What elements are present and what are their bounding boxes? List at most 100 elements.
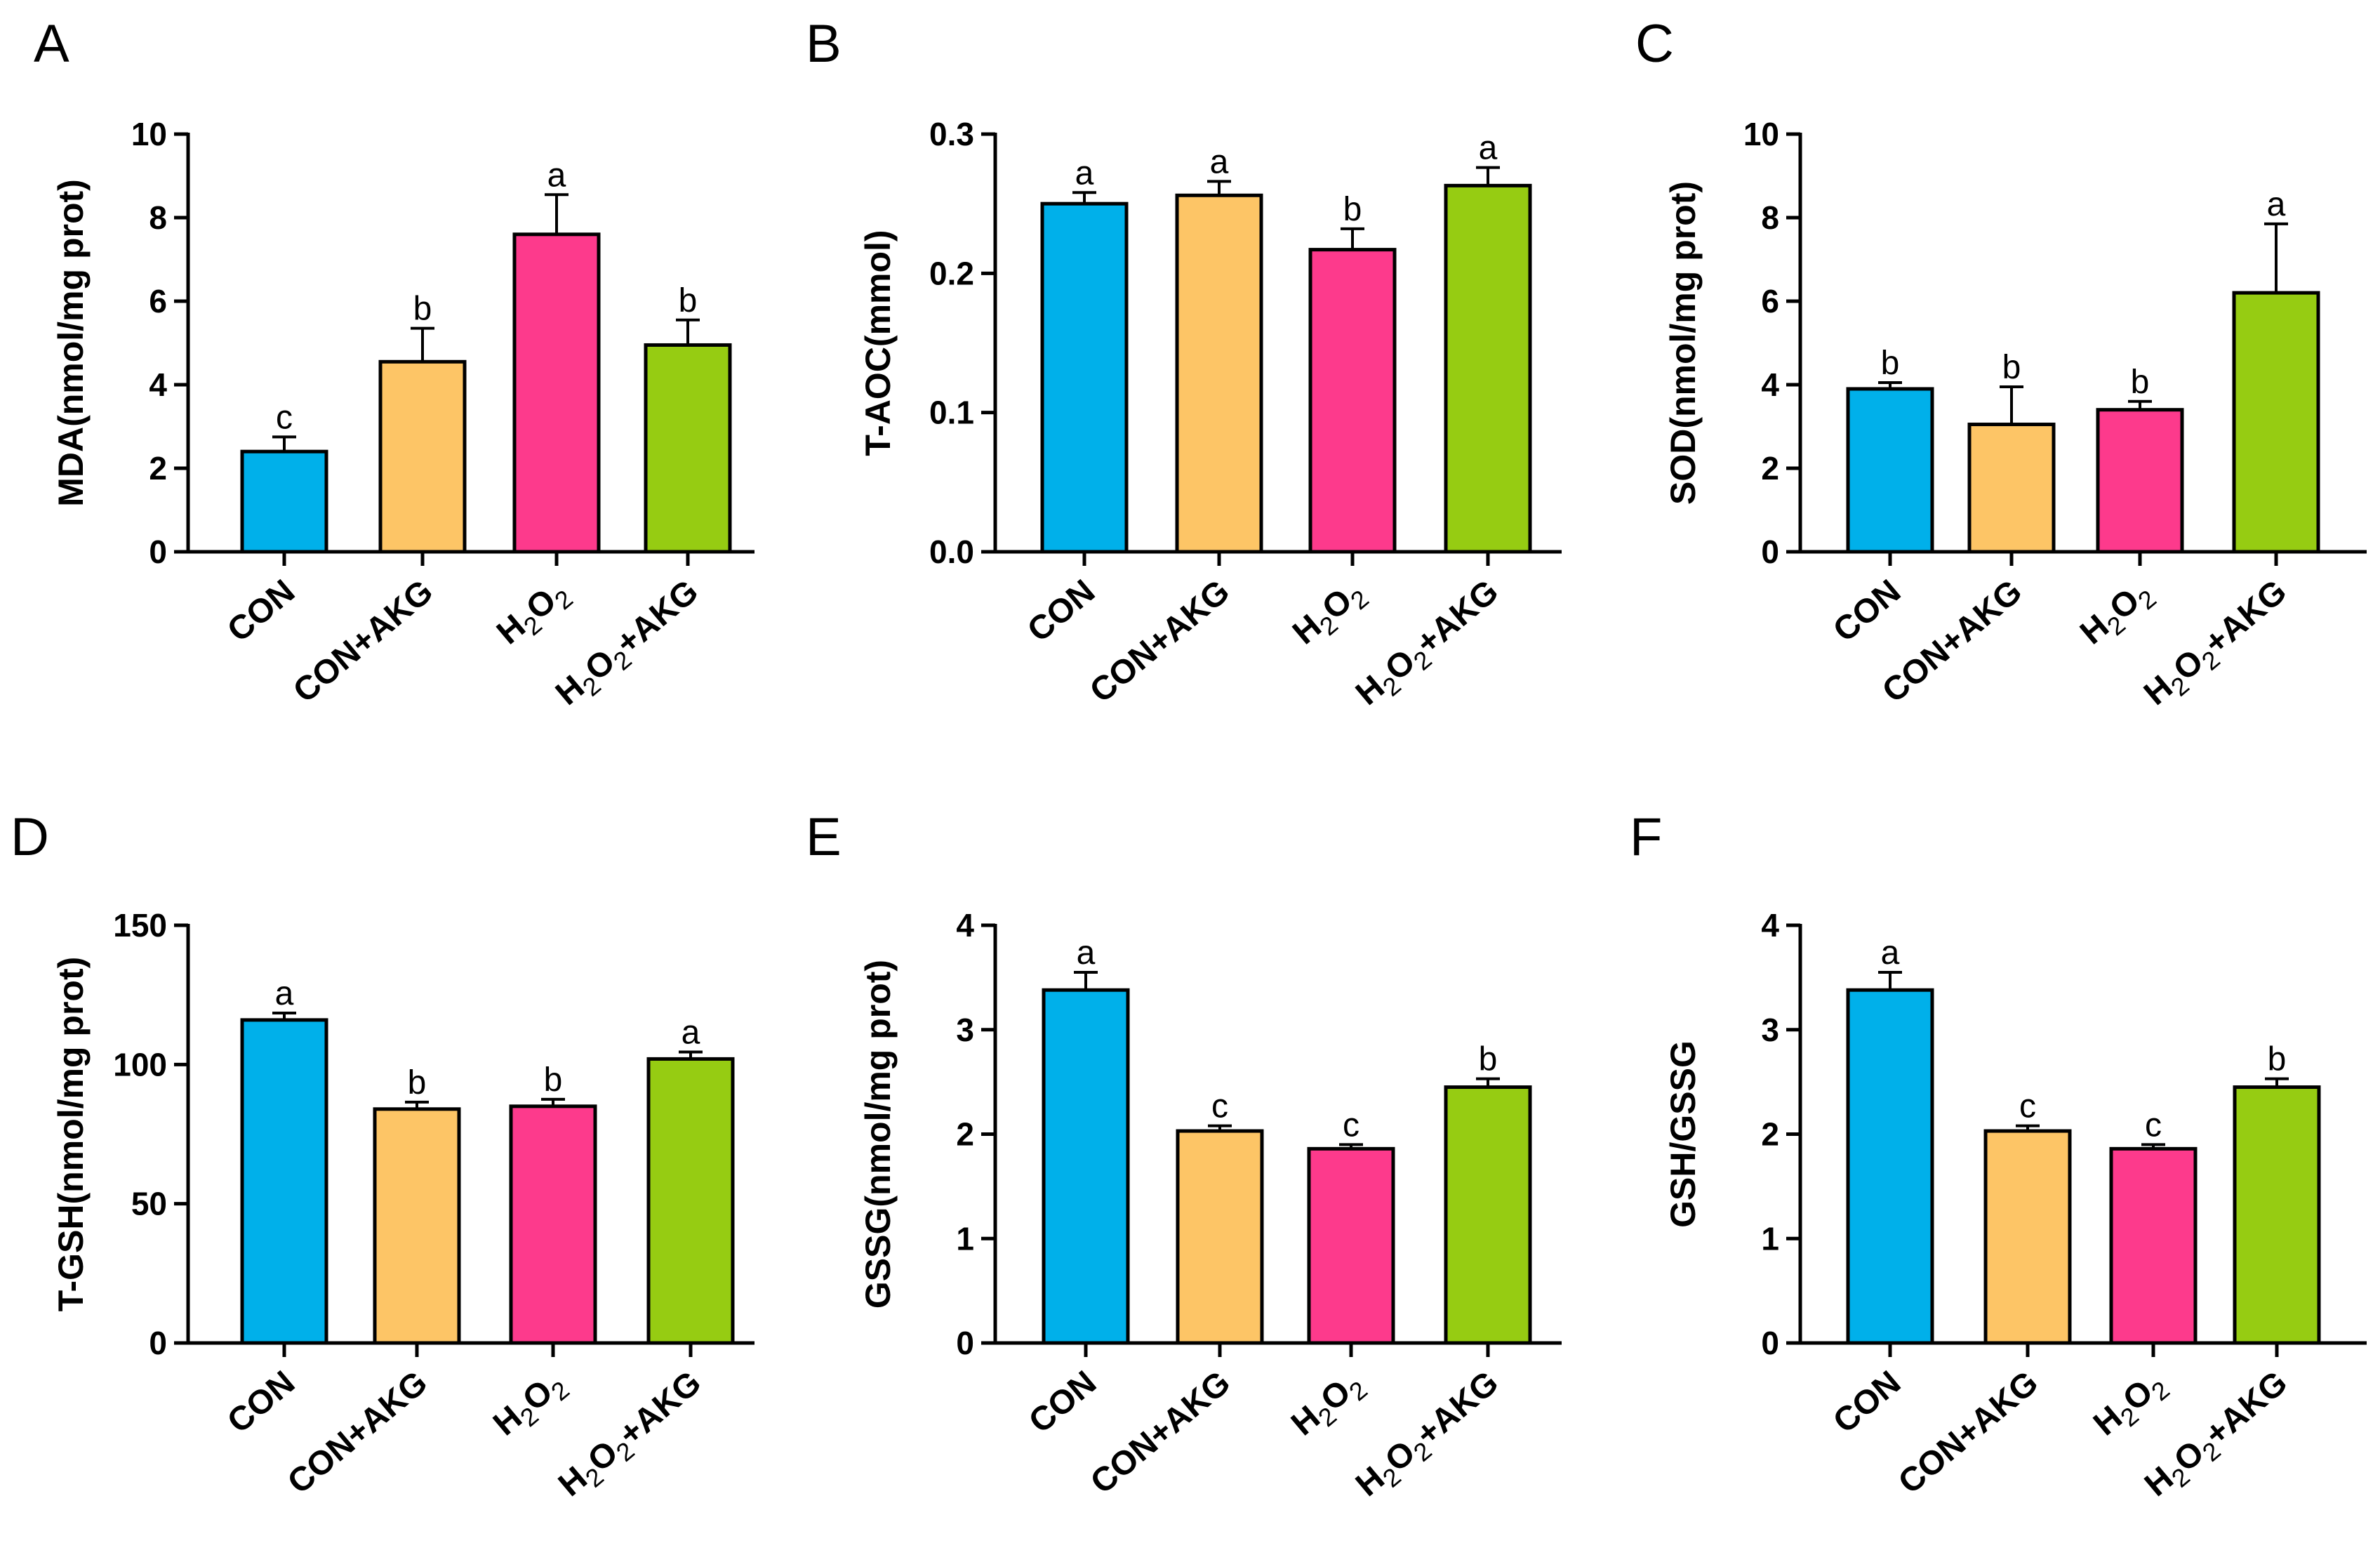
y-axis-title: SOD(nmol/mg prot) [1663,181,1703,505]
significance-label: a [1077,934,1096,972]
panel-letter: D [11,807,49,867]
bar-con-plus-akg [378,359,467,554]
bar-con [240,1018,328,1345]
y-tick-label: 4 [956,907,974,944]
y-tick-label: 6 [1761,283,1779,319]
y-axis-title: GSSG(nmol/mg prot) [858,960,898,1309]
bar-con-plus-akg [1176,1129,1264,1345]
y-tick-label: 50 [131,1186,167,1222]
significance-label: a [1479,130,1498,167]
bar-con [1846,988,1934,1345]
panel-letter: B [806,14,842,74]
significance-label: b [2002,349,2021,386]
significance-label: c [2145,1106,2162,1144]
y-tick-label: 0 [956,1325,974,1361]
significance-label: b [679,282,698,319]
x-tick-label: CON+AKG [1892,1364,2045,1502]
y-tick-label: 10 [131,116,167,152]
bar-h2o2-plus-akg [646,1057,735,1345]
x-tick-label: CON [220,573,302,649]
y-tick-label: 4 [1761,366,1779,403]
significance-label: b [2268,1041,2287,1078]
x-tick-label: H2O2 [1284,1364,1373,1448]
y-tick-label: 0.3 [929,116,974,152]
y-tick-label: 0 [1761,534,1779,570]
x-tick-label: H2O2+AKG [549,573,710,717]
significance-label: a [275,975,294,1012]
bar-h2o2-plus-akg [2233,1085,2321,1345]
significance-label: b [1343,191,1362,228]
x-tick-label: H2O2+AKG [1349,1364,1510,1509]
x-tick-label: H2O2+AKG [2137,573,2298,717]
y-tick-label: 6 [149,283,167,319]
x-tick-label: H2O2 [1286,573,1374,657]
x-tick-label: H2O2 [486,1364,575,1448]
y-tick-label: 0 [149,534,167,570]
bar-con-plus-akg [1967,423,2056,554]
x-tick-label: H2O2 [2073,573,2162,657]
x-tick-label: CON+AKG [1084,1364,1237,1502]
significance-label: b [413,291,432,328]
bar-con-plus-akg [373,1107,461,1345]
significance-label: b [408,1064,427,1101]
y-tick-label: 4 [149,366,167,403]
bar-con-plus-akg [1175,193,1263,554]
significance-label: a [1075,154,1094,192]
y-tick-label: 0 [1761,1325,1779,1361]
bar-con [240,449,328,554]
y-tick-label: 0 [149,1325,167,1361]
significance-label: b [2131,364,2150,401]
significance-label: a [2267,186,2286,223]
y-tick-label: 1 [956,1220,974,1257]
panel-letter: C [1635,14,1674,74]
y-tick-label: 100 [113,1046,167,1083]
x-tick-label: CON [1826,1364,1908,1441]
bar-con [1846,387,1934,554]
bar-h2o2-plus-akg [1444,183,1532,554]
y-tick-label: 150 [113,907,167,944]
bar-h2o2-plus-akg [1444,1085,1532,1345]
y-tick-label: 2 [1761,450,1779,487]
significance-label: c [1343,1106,1359,1144]
y-axis-title: MDA(nmol/mg prot) [51,179,91,507]
x-tick-label: CON [1021,573,1102,649]
y-tick-label: 4 [1761,907,1779,944]
y-tick-label: 8 [1761,199,1779,236]
y-tick-label: 1 [1761,1220,1779,1257]
bar-h2o2 [1308,248,1397,554]
bar-h2o2 [512,232,601,554]
bar-h2o2 [2109,1146,2198,1345]
y-tick-label: 8 [149,199,167,236]
y-tick-label: 2 [149,450,167,487]
bar-con [1042,988,1130,1345]
y-tick-label: 0.2 [929,255,974,291]
significance-label: c [1211,1088,1228,1125]
significance-label: b [1479,1041,1498,1078]
x-tick-label: CON+AKG [281,1364,434,1502]
significance-label: b [544,1061,563,1099]
x-tick-label: H2O2 [490,573,578,657]
significance-label: a [1881,934,1900,972]
x-tick-label: H2O2+AKG [552,1364,712,1509]
bar-h2o2-plus-akg [2232,291,2320,554]
bar-h2o2 [509,1104,597,1345]
panel-letter: E [806,807,842,867]
significance-label: c [2019,1088,2036,1125]
significance-label: a [547,157,566,194]
panel-letter: F [1630,807,1662,867]
significance-label: a [682,1014,700,1051]
x-tick-label: CON+AKG [286,573,440,710]
significance-label: a [1210,143,1229,180]
x-tick-label: CON+AKG [1083,573,1237,710]
y-tick-label: 0.0 [929,534,974,570]
bar-h2o2 [2096,408,2184,554]
y-tick-label: 2 [956,1116,974,1153]
x-tick-label: H2O2 [2087,1364,2175,1448]
bar-con [1040,201,1129,554]
